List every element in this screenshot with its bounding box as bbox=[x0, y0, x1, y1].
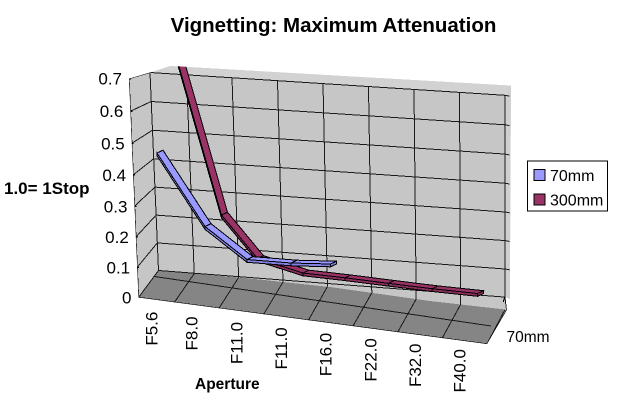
svg-text:F11.0: F11.0 bbox=[272, 327, 291, 369]
svg-text:F40.0: F40.0 bbox=[451, 349, 470, 392]
svg-text:70mm: 70mm bbox=[550, 168, 594, 185]
svg-text:F5.6: F5.6 bbox=[142, 312, 161, 346]
svg-text:0.3: 0.3 bbox=[104, 197, 128, 216]
svg-text:1.0= 1Stop: 1.0= 1Stop bbox=[4, 179, 90, 198]
svg-text:70mm: 70mm bbox=[507, 329, 550, 346]
svg-text:Vignetting: Maximum Attenuatio: Vignetting: Maximum Attenuation bbox=[171, 14, 497, 37]
svg-text:0.1: 0.1 bbox=[107, 259, 131, 278]
svg-text:0.2: 0.2 bbox=[105, 228, 129, 247]
svg-text:F11.0: F11.0 bbox=[227, 322, 246, 364]
svg-text:F22.0: F22.0 bbox=[361, 338, 380, 381]
svg-text:F32.0: F32.0 bbox=[406, 344, 425, 387]
svg-text:300mm: 300mm bbox=[550, 193, 603, 210]
svg-text:0.5: 0.5 bbox=[101, 134, 125, 153]
svg-text:0.6: 0.6 bbox=[100, 102, 124, 121]
svg-text:0.4: 0.4 bbox=[102, 166, 126, 185]
svg-text:Aperture: Aperture bbox=[195, 376, 260, 393]
svg-text:0: 0 bbox=[122, 289, 131, 308]
svg-text:0.7: 0.7 bbox=[98, 70, 122, 89]
svg-text:F8.0: F8.0 bbox=[183, 316, 202, 350]
svg-text:F16.0: F16.0 bbox=[317, 333, 336, 376]
